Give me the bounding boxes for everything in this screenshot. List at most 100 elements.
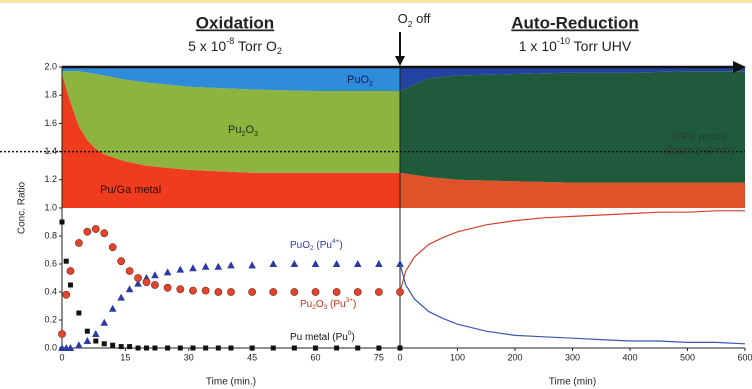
text-part: ) — [339, 240, 342, 251]
x-tick-label: 0 — [397, 352, 402, 362]
area-label: Pu/Ga metal — [100, 184, 161, 196]
text-part: 2 — [312, 304, 316, 311]
x-tick-label: 0 — [59, 352, 64, 362]
marker — [189, 264, 197, 272]
text-part: Pu metal (Pu — [290, 332, 348, 343]
marker — [227, 261, 235, 269]
marker — [214, 262, 223, 270]
series-label: Pu2O3 (Pu3+) — [300, 297, 356, 311]
text-part: ) — [353, 299, 356, 310]
left-title: Oxidation — [196, 13, 274, 32]
marker — [101, 341, 107, 347]
x-axis-label: Time (min.) — [206, 377, 256, 388]
x-tick-label: 600 — [737, 352, 752, 362]
x-tick-label: 500 — [680, 352, 695, 362]
marker — [75, 239, 83, 247]
text-part: 5 x 10 — [188, 38, 226, 54]
marker — [176, 265, 185, 273]
text-part: Torr O — [234, 38, 277, 54]
area — [62, 74, 400, 208]
x-tick-label: 400 — [622, 352, 637, 362]
marker — [311, 260, 320, 267]
text-part: Torr UHV — [570, 38, 632, 54]
marker — [134, 274, 142, 282]
marker — [135, 345, 141, 351]
text-part: 3 — [324, 304, 328, 311]
text-part: 2 — [241, 130, 245, 138]
area-label: PuO2 — [347, 74, 373, 88]
y-tick-label: 0.6 — [44, 258, 57, 268]
x-tick-label: 200 — [507, 352, 522, 362]
marker — [228, 345, 234, 351]
text-part: PuO — [290, 240, 310, 251]
marker — [151, 271, 159, 279]
marker — [100, 318, 109, 326]
marker — [125, 285, 134, 293]
marker — [84, 328, 90, 334]
marker — [227, 288, 235, 296]
text-part: off — [412, 11, 430, 26]
marker — [108, 243, 117, 252]
marker — [201, 286, 210, 295]
x-tick-label: 15 — [120, 352, 130, 362]
right-title: Auto-Reduction — [511, 13, 638, 32]
text-part: O — [398, 11, 408, 26]
marker — [66, 267, 75, 275]
series-label: Pu metal (Pu0) — [290, 330, 355, 342]
text-part: Pu — [300, 299, 312, 310]
marker — [165, 345, 171, 351]
marker — [201, 262, 210, 270]
text-part: 4+ — [332, 238, 340, 245]
marker — [91, 225, 100, 233]
text-part: Pu/Ga metal — [100, 184, 161, 196]
text-part: 2 — [310, 245, 314, 252]
text-part: Pu — [228, 124, 241, 136]
y-tick-label: 1.0 — [44, 202, 57, 212]
marker — [248, 288, 257, 296]
marker — [353, 260, 362, 267]
text-part: -10 — [557, 36, 570, 46]
marker — [249, 345, 255, 351]
y-tick-label: 0.2 — [44, 314, 57, 324]
marker — [248, 261, 256, 269]
marker — [353, 288, 362, 296]
area — [400, 67, 745, 91]
y-tick-label: 2.0 — [44, 61, 57, 71]
marker — [334, 345, 340, 351]
marker — [83, 337, 92, 344]
marker — [118, 344, 124, 350]
text-part: 3+ — [346, 297, 354, 304]
x-tick-label: 75 — [374, 352, 384, 362]
annotation: XPS probe — [673, 131, 726, 143]
marker — [376, 345, 382, 351]
text-part: O — [316, 299, 324, 310]
area — [400, 71, 745, 183]
plot-layer — [62, 67, 745, 208]
y-tick-label: 1.4 — [44, 146, 57, 156]
marker — [62, 290, 71, 299]
marker — [176, 285, 185, 294]
marker — [203, 345, 209, 351]
y-tick-label: 0.8 — [44, 230, 57, 240]
x-tick-label: 60 — [310, 352, 320, 362]
x-tick-label: 30 — [184, 352, 194, 362]
text-part: (Pu — [327, 299, 345, 310]
marker — [291, 345, 297, 351]
marker — [396, 260, 404, 267]
marker — [332, 288, 341, 296]
area-label: Pu2O3 — [228, 124, 258, 138]
y-tick-label: 1.8 — [44, 90, 57, 100]
marker — [127, 344, 133, 350]
x-tick-label: 45 — [247, 352, 257, 362]
marker — [313, 345, 318, 351]
text-part: 2 — [277, 46, 282, 56]
marker — [63, 258, 69, 264]
left-subtitle: 5 x 10-8 Torr O2 — [188, 36, 282, 56]
marker — [214, 288, 223, 296]
text-part: 0 — [348, 330, 352, 337]
marker — [269, 288, 278, 296]
marker — [75, 341, 83, 349]
text-part: 1 x 10 — [519, 38, 557, 54]
marker — [152, 345, 158, 351]
text-part: (Pu — [314, 240, 332, 251]
